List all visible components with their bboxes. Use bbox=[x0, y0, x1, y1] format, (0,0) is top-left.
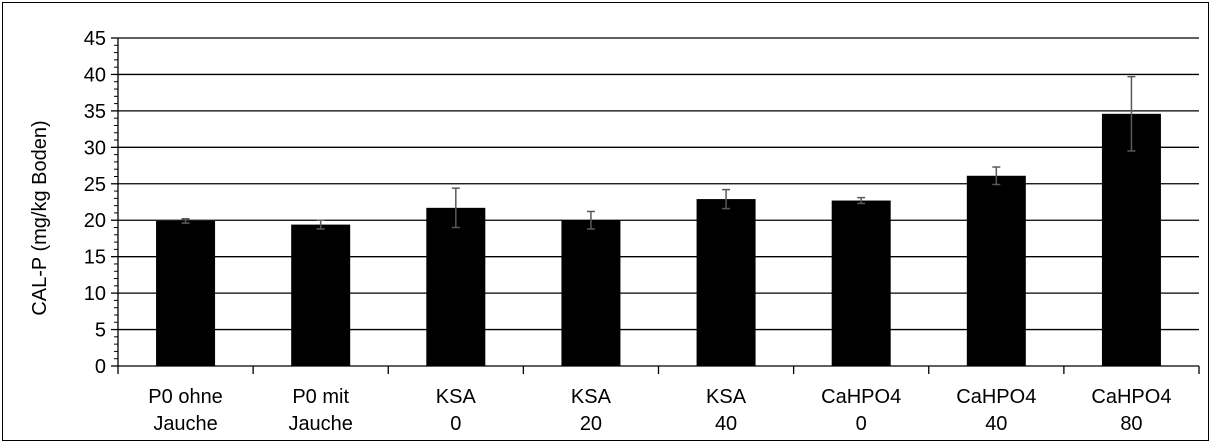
x-tick-label: 0 bbox=[856, 413, 867, 435]
x-tick-label: 80 bbox=[1120, 413, 1142, 435]
x-tick-label: Jauche bbox=[288, 413, 353, 435]
x-tick-label: CaHPO4 bbox=[821, 386, 901, 408]
bar bbox=[1101, 113, 1161, 366]
x-tick-label: 0 bbox=[450, 413, 461, 435]
x-tick-label: KSA bbox=[436, 386, 477, 408]
x-tick-label: CaHPO4 bbox=[1091, 386, 1171, 408]
y-tick-label: 0 bbox=[95, 356, 106, 378]
y-tick-label: 15 bbox=[84, 247, 106, 269]
y-tick-label: 35 bbox=[84, 101, 106, 123]
bar bbox=[156, 220, 216, 366]
bar bbox=[831, 200, 891, 366]
y-tick-label: 5 bbox=[95, 320, 106, 342]
y-tick-label: 20 bbox=[84, 210, 106, 232]
x-tick-label: CaHPO4 bbox=[956, 386, 1036, 408]
x-tick-label: 20 bbox=[580, 413, 602, 435]
y-axis-title: CAL-P (mg/kg Boden) bbox=[29, 120, 51, 315]
bar bbox=[291, 224, 351, 366]
x-tick-label: 40 bbox=[715, 413, 737, 435]
x-tick-label: P0 ohne bbox=[148, 386, 223, 408]
bars bbox=[156, 113, 1161, 366]
y-tick-label: 40 bbox=[84, 64, 106, 86]
bar bbox=[966, 175, 1026, 366]
x-tick-label: P0 mit bbox=[292, 386, 349, 408]
y-tick-labels: 0 5 10 15 20 25 30 35 40 45 bbox=[84, 28, 106, 378]
x-tick-label: KSA bbox=[706, 386, 747, 408]
gridlines bbox=[118, 37, 1199, 331]
x-tick-label: 40 bbox=[985, 413, 1007, 435]
x-tick-label: KSA bbox=[571, 386, 612, 408]
x-tick-labels: P0 ohne Jauche P0 mit Jauche KSA 0 KSA 20 KSA 40 C… bbox=[148, 386, 1171, 435]
y-tick-label: 25 bbox=[84, 174, 106, 196]
bar bbox=[696, 199, 756, 366]
x-tick-label: Jauche bbox=[153, 413, 218, 435]
y-tick-label: 10 bbox=[84, 283, 106, 305]
axes bbox=[111, 37, 1200, 374]
error-bars bbox=[181, 75, 1136, 230]
y-tick-label: 45 bbox=[84, 28, 106, 50]
bar bbox=[561, 220, 621, 366]
bar bbox=[426, 207, 486, 366]
y-tick-label: 30 bbox=[84, 137, 106, 159]
